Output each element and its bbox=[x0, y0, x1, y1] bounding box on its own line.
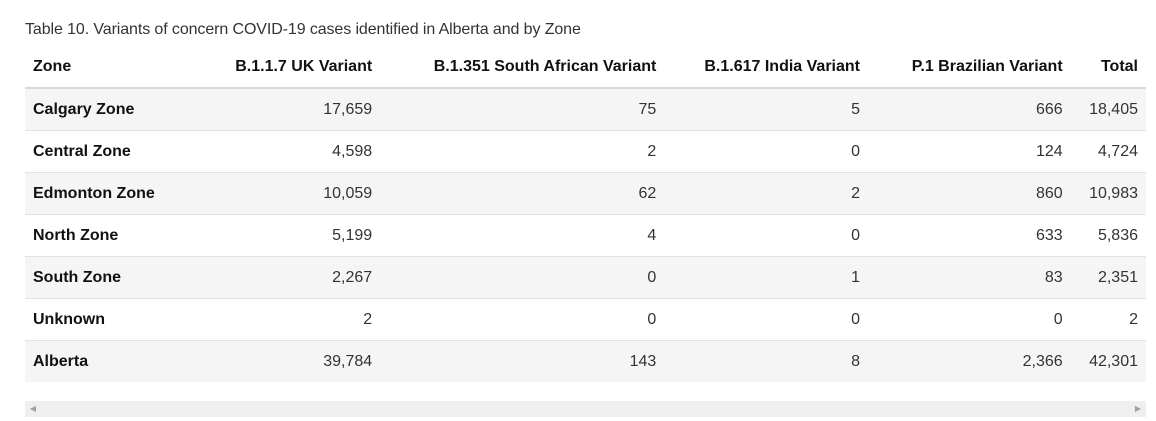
cell-brazil: 124 bbox=[867, 130, 1071, 173]
cell-uk: 2,267 bbox=[193, 256, 381, 299]
header-south-african-variant: B.1.351 South African Variant bbox=[380, 46, 665, 89]
cell-sa: 0 bbox=[380, 298, 665, 341]
cell-total: 18,405 bbox=[1070, 88, 1146, 131]
cell-brazil: 666 bbox=[867, 88, 1071, 131]
arrow-right-icon[interactable]: ▶ bbox=[1134, 404, 1142, 413]
cell-zone: Edmonton Zone bbox=[25, 172, 194, 215]
cell-total: 10,983 bbox=[1070, 172, 1146, 215]
table-header-row: Zone B.1.1.7 UK Variant B.1.351 South Af… bbox=[25, 46, 1146, 89]
cell-brazil: 83 bbox=[867, 256, 1071, 299]
cell-uk: 2 bbox=[193, 298, 381, 341]
header-total: Total bbox=[1070, 46, 1146, 89]
cell-india: 1 bbox=[664, 256, 868, 299]
cell-sa: 62 bbox=[380, 172, 665, 215]
cell-zone: Central Zone bbox=[25, 130, 194, 173]
cell-india: 0 bbox=[664, 298, 868, 341]
header-brazilian-variant: P.1 Brazilian Variant bbox=[867, 46, 1071, 89]
table-body: Calgary Zone 17,659 75 5 666 18,405 Cent… bbox=[25, 88, 1146, 382]
cell-brazil: 0 bbox=[867, 298, 1071, 341]
cell-brazil: 2,366 bbox=[1022, 352, 1063, 370]
cell-india: 2 bbox=[664, 172, 868, 215]
horizontal-scrollbar[interactable]: ◀ ▶ bbox=[25, 401, 1146, 417]
table-row: Unknown 2 0 0 0 2 bbox=[25, 298, 1146, 341]
cell-sa: 75 bbox=[380, 88, 665, 131]
table-row: Calgary Zone 17,659 75 5 666 18,405 bbox=[25, 88, 1146, 131]
cell-total: 2,351 bbox=[1070, 256, 1146, 299]
header-zone: Zone bbox=[25, 46, 194, 89]
header-india-variant: B.1.617 India Variant bbox=[664, 46, 868, 89]
cell-zone: Alberta bbox=[33, 352, 89, 370]
cell-sa: 0 bbox=[380, 256, 665, 299]
cell-sa: 4 bbox=[380, 214, 665, 257]
table-caption: Table 10. Variants of concern COVID-19 c… bbox=[25, 21, 581, 38]
cell-total: 2 bbox=[1070, 298, 1146, 341]
header-uk-variant: B.1.1.7 UK Variant bbox=[193, 46, 381, 89]
cell-zone: Calgary Zone bbox=[25, 88, 194, 131]
cell-sa: 2 bbox=[380, 130, 665, 173]
table-row: Central Zone 4,598 2 0 124 4,724 bbox=[25, 130, 1146, 173]
cell-brazil: 633 bbox=[867, 214, 1071, 257]
cell-uk: 5,199 bbox=[193, 214, 381, 257]
table-row: North Zone 5,199 4 0 633 5,836 bbox=[25, 214, 1146, 257]
cell-uk: 10,059 bbox=[193, 172, 381, 215]
table-row: South Zone 2,267 0 1 83 2,351 bbox=[25, 256, 1146, 299]
cell-total: 42,301 bbox=[1089, 352, 1138, 370]
table-row-total: Alberta 39,784 143 8 2,366 42,301 bbox=[25, 340, 1146, 382]
variants-table: Zone B.1.1.7 UK Variant B.1.351 South Af… bbox=[25, 46, 1146, 382]
cell-india: 8 bbox=[851, 352, 860, 370]
cell-brazil: 860 bbox=[867, 172, 1071, 215]
cell-zone: North Zone bbox=[25, 214, 194, 257]
cell-india: 0 bbox=[664, 130, 868, 173]
table-row: Edmonton Zone 10,059 62 2 860 10,983 bbox=[25, 172, 1146, 215]
cell-sa: 143 bbox=[629, 352, 657, 370]
cell-india: 0 bbox=[664, 214, 868, 257]
cell-zone: Unknown bbox=[25, 298, 194, 341]
cell-india: 5 bbox=[664, 88, 868, 131]
arrow-left-icon[interactable]: ◀ bbox=[29, 404, 37, 413]
cell-uk: 17,659 bbox=[193, 88, 381, 131]
cell-zone: South Zone bbox=[25, 256, 194, 299]
cell-uk: 39,784 bbox=[323, 352, 373, 370]
cell-total: 4,724 bbox=[1070, 130, 1146, 173]
cell-uk: 4,598 bbox=[193, 130, 381, 173]
cell-total: 5,836 bbox=[1070, 214, 1146, 257]
